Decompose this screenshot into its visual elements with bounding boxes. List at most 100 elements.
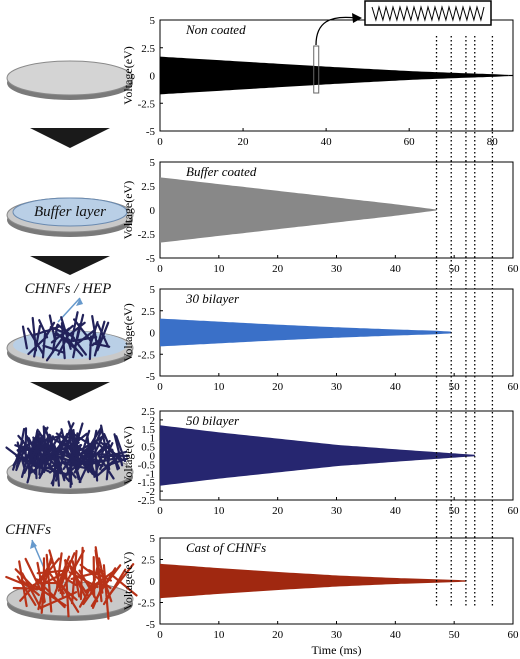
nanofiber-strand <box>30 461 46 474</box>
nanofiber-strand <box>15 449 26 472</box>
nanofiber-strand <box>93 441 99 482</box>
y-tick-label: 5 <box>150 15 156 27</box>
nanofiber-strand <box>70 549 78 605</box>
x-axis-label: Time (ms) <box>312 643 362 657</box>
x-tick-label: 40 <box>321 136 333 148</box>
multilayer-disc <box>5 420 134 494</box>
x-tick-label: 50 <box>449 263 461 275</box>
stage-label-buffer-layer: Buffer layer <box>34 204 106 220</box>
nanofiber-strand <box>32 329 48 337</box>
nanofiber-network-sparse <box>21 311 111 362</box>
nanofiber-strand <box>93 320 106 357</box>
x-tick-label: 40 <box>390 263 402 275</box>
y-tick-label: 5 <box>150 284 156 296</box>
chart-panel-2: 52.50-2.5-50 10 20 30 40 50 60Voltage(eV)Buffe… <box>121 157 519 275</box>
y-tick-label: -2.5 <box>138 495 156 507</box>
nanofiber-strand <box>89 564 99 596</box>
zoom-callout-arrow-icon <box>315 16 357 46</box>
y-tick-label: -2.5 <box>138 349 156 361</box>
x-tick-label: 10 <box>213 629 225 641</box>
nanofiber-strand <box>49 326 73 337</box>
buffer-layer-disc <box>6 197 134 237</box>
nanofiber-strand <box>72 429 81 467</box>
nanofiber-strand <box>32 436 47 454</box>
y-tick-label: 2.5 <box>141 306 155 318</box>
y-tick-label: 1 <box>150 433 156 445</box>
nanofiber-strand <box>57 435 64 461</box>
y-tick-label: -5 <box>146 126 156 138</box>
nanofiber-strand <box>40 577 46 614</box>
nanofiber-strand <box>94 546 104 594</box>
nanofiber-strand <box>87 569 113 582</box>
y-tick-label: 5 <box>150 533 156 545</box>
x-tick-label: 0 <box>157 263 163 275</box>
sawtooth-waveform-zoom-icon <box>371 5 485 22</box>
nanofiber-strand <box>24 557 42 592</box>
y-tick-label: 0 <box>150 451 156 463</box>
y-tick-label: -5 <box>146 619 156 631</box>
y-tick-label: 2 <box>150 415 156 427</box>
coating-stages-illustration: Buffer layer CHNFs / HEP CHNFs <box>5 60 138 621</box>
chart-panel-5: 52.50-2.5-50 10 20 30 40 50 60Voltage(eV)Time … <box>121 533 519 657</box>
nanofiber-strand <box>21 325 28 350</box>
chnfs-hep-disc <box>6 311 134 370</box>
y-tick-label: 2.5 <box>141 555 155 567</box>
x-tick-label: 0 <box>157 629 163 641</box>
x-tick-label: 40 <box>390 629 402 641</box>
y-tick-label: -0.5 <box>138 459 156 471</box>
nanofiber-strand <box>58 440 77 450</box>
alignment-guide-lines <box>435 36 494 608</box>
y-tick-label: 2.5 <box>141 43 155 55</box>
nanofiber-strand <box>5 446 27 464</box>
nanofiber-strand <box>72 323 81 359</box>
y-tick-label: -5 <box>146 371 156 383</box>
nanofiber-strand <box>103 433 121 470</box>
x-tick-label: 60 <box>508 629 520 641</box>
nanofiber-strand <box>76 429 91 468</box>
y-tick-label: -2.5 <box>138 98 156 110</box>
oscillation-envelope <box>160 425 475 486</box>
stage-label-chnfs-hep: CHNFs / HEP <box>25 281 112 297</box>
cast-chnfs-disc <box>5 546 138 621</box>
pointer-arrowhead-icon <box>76 298 83 306</box>
x-tick-label: 30 <box>331 629 343 641</box>
y-tick-label: -2 <box>146 486 155 498</box>
nanofiber-strand <box>38 446 57 479</box>
y-tick-label: -2.5 <box>138 598 156 610</box>
x-tick-label: 20 <box>238 136 250 148</box>
nanofiber-strand <box>113 433 124 467</box>
nanofiber-strand <box>84 426 103 454</box>
x-tick-label: 20 <box>272 505 284 517</box>
stage-label-chnfs: CHNFs <box>5 522 51 538</box>
y-tick-label: 2.5 <box>141 406 155 418</box>
oscillation-envelope <box>160 563 466 599</box>
nanofiber-strand <box>58 422 75 453</box>
nanofiber-strand <box>109 572 138 597</box>
nanofiber-strand <box>33 324 42 358</box>
nanofiber-strand <box>15 427 26 469</box>
oscillation-envelope <box>160 318 452 347</box>
y-tick-label: 0 <box>150 576 156 588</box>
y-tick-label: 1.5 <box>141 424 155 436</box>
nanofiber-strand <box>84 569 116 593</box>
nanofiber-strand <box>46 456 71 483</box>
x-tick-label: 0 <box>157 505 163 517</box>
x-tick-label: 0 <box>157 136 163 148</box>
nanofiber-strand <box>21 450 38 466</box>
nanofiber-strand <box>79 546 84 601</box>
down-triangle-arrow-icon <box>30 128 110 148</box>
nanofiber-strand <box>82 581 101 606</box>
nanofiber-strand <box>37 560 54 584</box>
x-tick-label: 20 <box>272 629 284 641</box>
nanofiber-strand <box>70 568 90 598</box>
nanofiber-strand <box>64 558 70 618</box>
cast-nanofiber-network <box>5 546 138 620</box>
x-tick-label: 40 <box>390 381 402 393</box>
x-tick-label: 30 <box>331 263 343 275</box>
x-tick-label: 10 <box>213 263 225 275</box>
x-tick-label: 80 <box>487 136 499 148</box>
